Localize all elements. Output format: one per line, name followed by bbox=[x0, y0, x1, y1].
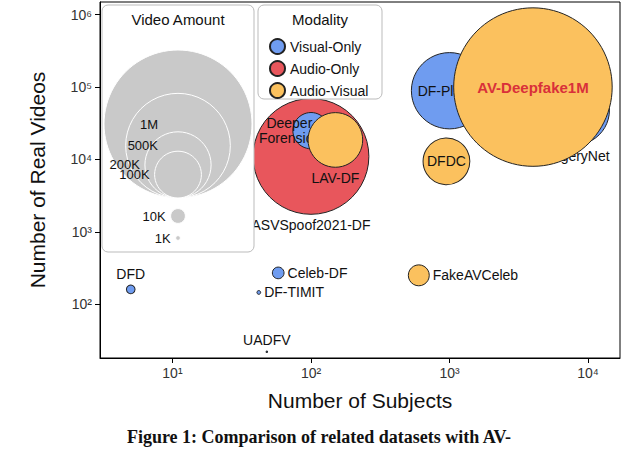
svg-text:200K: 200K bbox=[109, 157, 140, 173]
svg-text:Number of Real Videos: Number of Real Videos bbox=[26, 72, 49, 289]
svg-text:10²: 10² bbox=[72, 296, 93, 312]
svg-text:DF-Platter: DF-Platter bbox=[417, 82, 482, 99]
svg-text:ASVSpoof2021-DF: ASVSpoof2021-DF bbox=[251, 217, 370, 233]
svg-text:Video Amount: Video Amount bbox=[131, 11, 225, 28]
svg-text:Deeper: Deeper bbox=[266, 115, 312, 131]
svg-text:Figure 1: Comparison of relate: Figure 1: Comparison of related datasets… bbox=[127, 427, 511, 447]
svg-text:Modality: Modality bbox=[292, 11, 348, 28]
svg-text:FakeAVCeleb: FakeAVCeleb bbox=[433, 267, 519, 283]
svg-text:DF-TIMIT: DF-TIMIT bbox=[264, 284, 324, 300]
svg-text:1K: 1K bbox=[155, 231, 171, 246]
svg-text:Visual-Only: Visual-Only bbox=[290, 39, 361, 55]
svg-text:10⁴: 10⁴ bbox=[70, 151, 92, 167]
svg-text:DFDC: DFDC bbox=[427, 153, 466, 169]
svg-text:UADFV: UADFV bbox=[243, 332, 291, 348]
svg-text:Audio-Visual: Audio-Visual bbox=[290, 83, 368, 99]
svg-text:Forensics: Forensics bbox=[259, 130, 320, 147]
svg-text:100K: 100K bbox=[119, 167, 150, 182]
svg-text:Celeb-DF: Celeb-DF bbox=[288, 265, 348, 281]
svg-text:10³: 10³ bbox=[72, 224, 93, 240]
svg-text:10³: 10³ bbox=[439, 365, 460, 381]
svg-text:10²: 10² bbox=[301, 365, 322, 381]
svg-text:AV-Deepfake1M: AV-Deepfake1M bbox=[477, 79, 588, 96]
svg-text:10⁶: 10⁶ bbox=[71, 7, 92, 23]
svg-text:Number of Subjects: Number of Subjects bbox=[268, 389, 452, 412]
svg-text:500K: 500K bbox=[128, 138, 159, 153]
svg-text:1M: 1M bbox=[140, 117, 158, 132]
svg-text:10¹: 10¹ bbox=[162, 365, 183, 381]
svg-text:DFD: DFD bbox=[116, 266, 145, 282]
svg-text:LAV-DF: LAV-DF bbox=[311, 170, 359, 186]
svg-text:Audio-Only: Audio-Only bbox=[290, 61, 359, 77]
svg-text:10⁵: 10⁵ bbox=[71, 79, 92, 95]
svg-text:10⁴: 10⁴ bbox=[577, 365, 599, 381]
svg-text:10K: 10K bbox=[142, 209, 165, 224]
